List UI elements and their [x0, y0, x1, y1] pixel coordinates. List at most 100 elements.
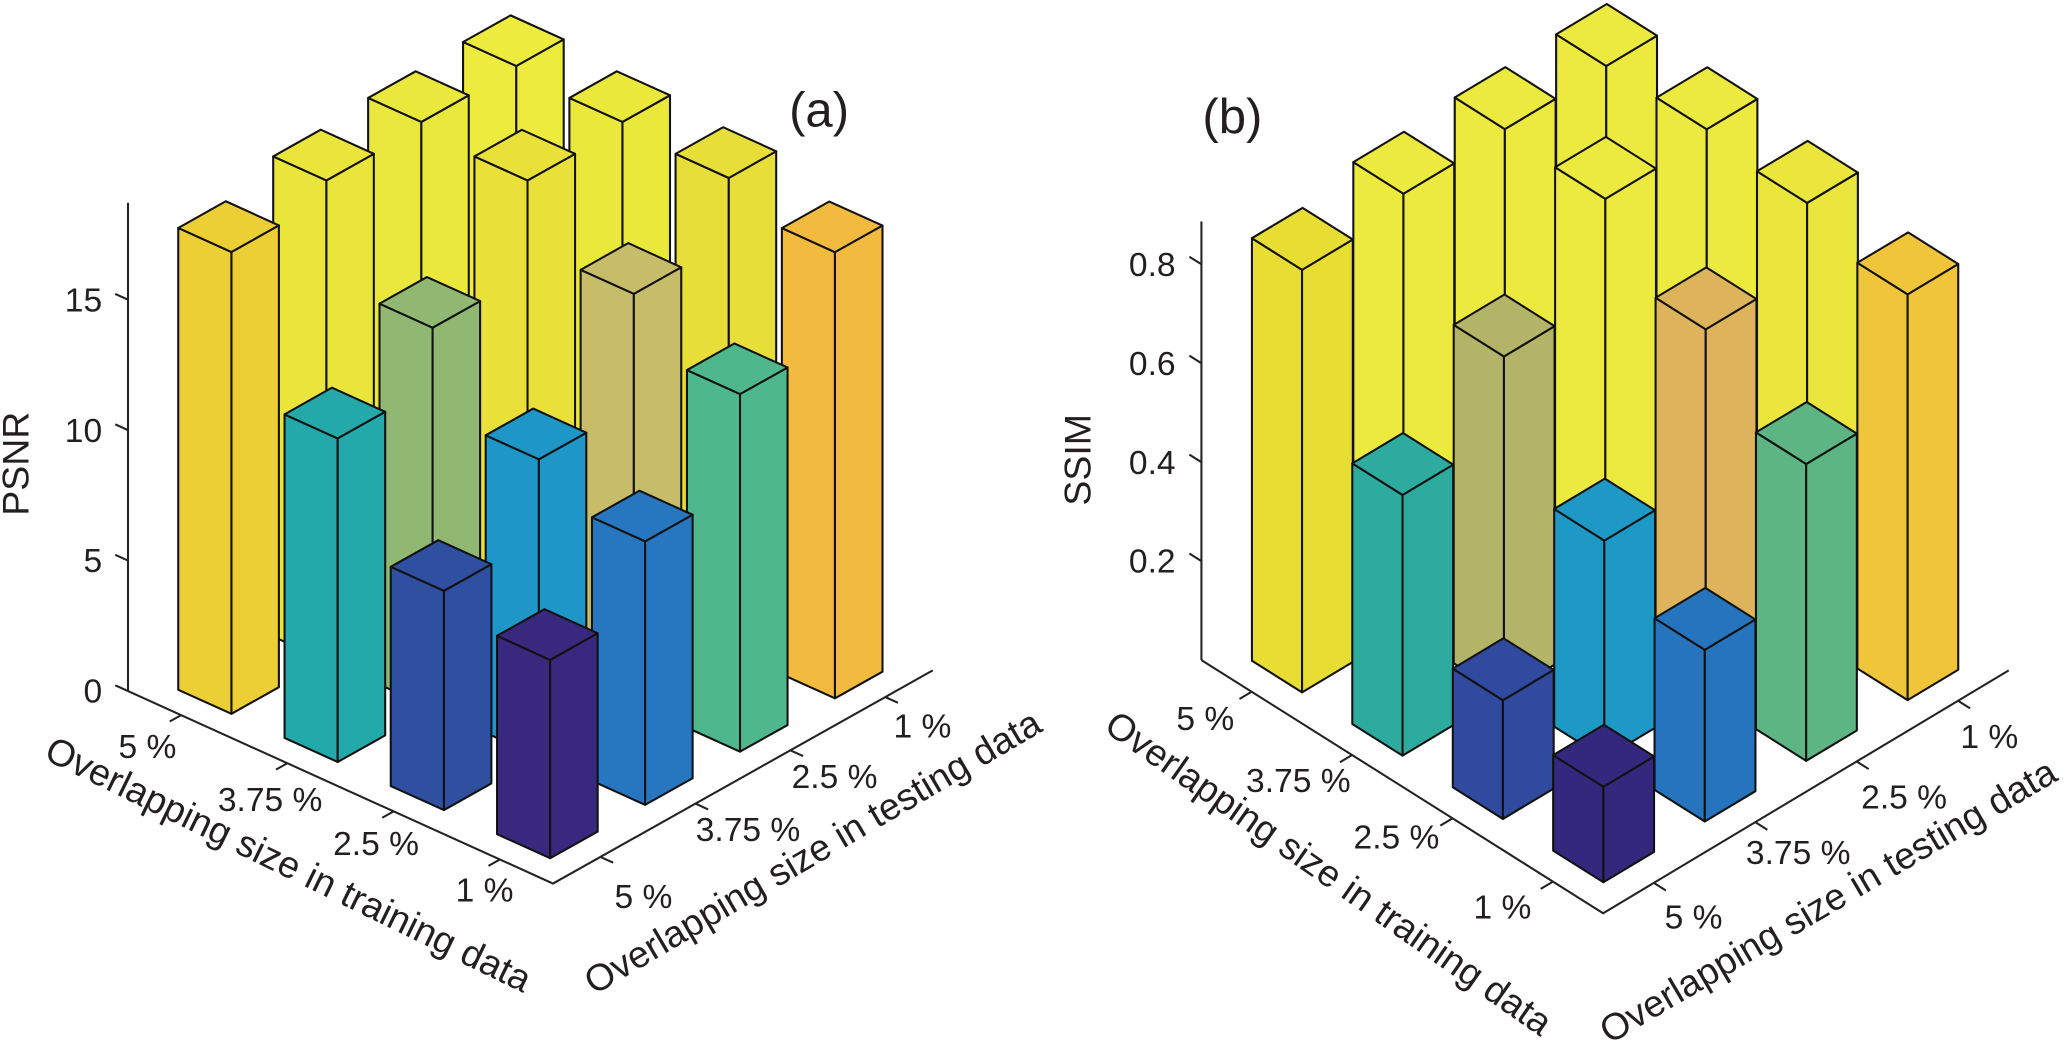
z-tick-label: 0.8 [1129, 247, 1176, 284]
z-tick-mark [1188, 552, 1202, 562]
bar-left-face [1250, 237, 1304, 694]
bar-right-face [336, 410, 387, 764]
bar-top-face [674, 126, 778, 180]
bar-top-face [1250, 206, 1354, 271]
bar-left-face [1653, 617, 1706, 823]
floor-axis-lines [127, 669, 934, 885]
bar-left-face [283, 413, 339, 764]
x-tick-mark [1439, 817, 1454, 827]
z-tick-label: 0.2 [1129, 544, 1176, 581]
bar-top-face [1754, 400, 1858, 466]
bars-group [1250, 2, 1960, 884]
bar-top-face [484, 407, 588, 461]
z-tick-mark [1188, 354, 1202, 365]
z-tick-mark [114, 423, 129, 432]
bar-top-face [367, 70, 470, 123]
bar-left-face [496, 634, 552, 860]
bar-right-face [1703, 618, 1757, 823]
bar-left-face [1553, 507, 1606, 760]
bar-left-face [1754, 431, 1808, 762]
y-tick-mark [600, 855, 614, 864]
bar-left-face [177, 226, 233, 715]
x-tick-mark [1238, 690, 1253, 700]
bar-top-face [1351, 431, 1455, 497]
bar-right-face [1603, 509, 1657, 760]
bar-top-face [462, 14, 565, 68]
bar-top-face [1352, 130, 1456, 195]
z-tick-mark [114, 553, 129, 562]
bar [496, 608, 599, 860]
x-tick-label: 3.75 % [1246, 763, 1351, 800]
bar [590, 489, 694, 806]
bar-top-face [685, 342, 789, 396]
bar-right-face [833, 224, 884, 700]
bar [283, 386, 387, 764]
y-tick-mark [1754, 821, 1768, 831]
bar-right-face [1401, 463, 1455, 757]
bar-left-face [389, 565, 445, 812]
bar-right-face [1301, 238, 1354, 694]
bar-right-face [1906, 262, 1960, 702]
bar [389, 539, 493, 812]
bar [177, 200, 280, 715]
floor-axis-lines [1200, 659, 2010, 915]
x-tick-label: 5 % [118, 729, 176, 766]
bar-right-face [1502, 325, 1556, 696]
bar [1250, 206, 1354, 694]
bar-right-face [738, 366, 789, 753]
bar-top-face [1755, 139, 1859, 204]
x-tick-mark [381, 810, 395, 819]
bar [1653, 586, 1757, 823]
x-tick-label: 1 % [456, 873, 514, 910]
x-tick-label: 3.75 % [218, 782, 323, 819]
axes-lines [114, 202, 934, 885]
bar-top-face [283, 386, 387, 440]
x-tick-mark [169, 714, 182, 723]
x-tick-label: 1 % [1473, 889, 1531, 926]
x-tick-label: 5 % [1176, 701, 1234, 738]
z-tick-label: 0.6 [1129, 346, 1176, 383]
bar [1552, 723, 1656, 884]
bar [1553, 477, 1657, 760]
y-tick-label: 5 % [1665, 900, 1723, 937]
y-tick-mark [1653, 882, 1667, 892]
bar-top-face [590, 489, 694, 543]
x-tick-mark [487, 858, 501, 867]
bar-left-face [1856, 261, 1909, 702]
bar-top-face [1452, 293, 1556, 358]
y-tick-mark [1856, 760, 1870, 770]
bar [685, 342, 789, 753]
y-tick-label: 2.5 % [1861, 780, 1947, 817]
bar-top-face [496, 608, 599, 661]
z-tick-label: 15 [65, 282, 102, 319]
y-tick-label: 2.5 % [792, 759, 878, 796]
bar-right-face [644, 513, 694, 806]
y-tick-mark [884, 696, 899, 704]
panel-title: (b) [1202, 90, 1262, 144]
y-tick-label: 3.75 % [1746, 835, 1851, 872]
bar-top-face [1655, 66, 1759, 131]
bar-top-face [1451, 637, 1555, 702]
bar-right-face [549, 632, 599, 860]
bar-top-face [473, 128, 577, 182]
y-tick-label: 5 % [614, 879, 672, 916]
z-axis-title: PSNR [0, 412, 37, 516]
bar [1451, 637, 1555, 820]
y-tick-mark [789, 749, 804, 758]
bar-left-face [780, 227, 836, 700]
panel-b-ssim-chart: (b) SSIM 0.2 0.4 0.6 0.8 5 % 3.75 % 2.5 … [1056, 2, 2064, 1045]
bar-left-face [685, 369, 742, 753]
panel-a-psnr-chart: (a) PSNR 0 5 10 15 5 % 3.75 % 2.5 % 1 % … [0, 14, 1048, 1002]
bar-top-face [1654, 266, 1758, 331]
y-tick-label: 3.75 % [696, 812, 801, 849]
bar-right-face [442, 563, 493, 812]
z-tick-mark [1188, 453, 1202, 464]
panel-title: (a) [789, 84, 849, 138]
z-axis-title: SSIM [1056, 414, 1098, 506]
bar [1452, 293, 1556, 696]
z-tick-mark [114, 684, 129, 693]
bar-top-face [1553, 477, 1657, 542]
y-tick-mark [694, 802, 709, 811]
bar-right-face [1805, 432, 1858, 762]
